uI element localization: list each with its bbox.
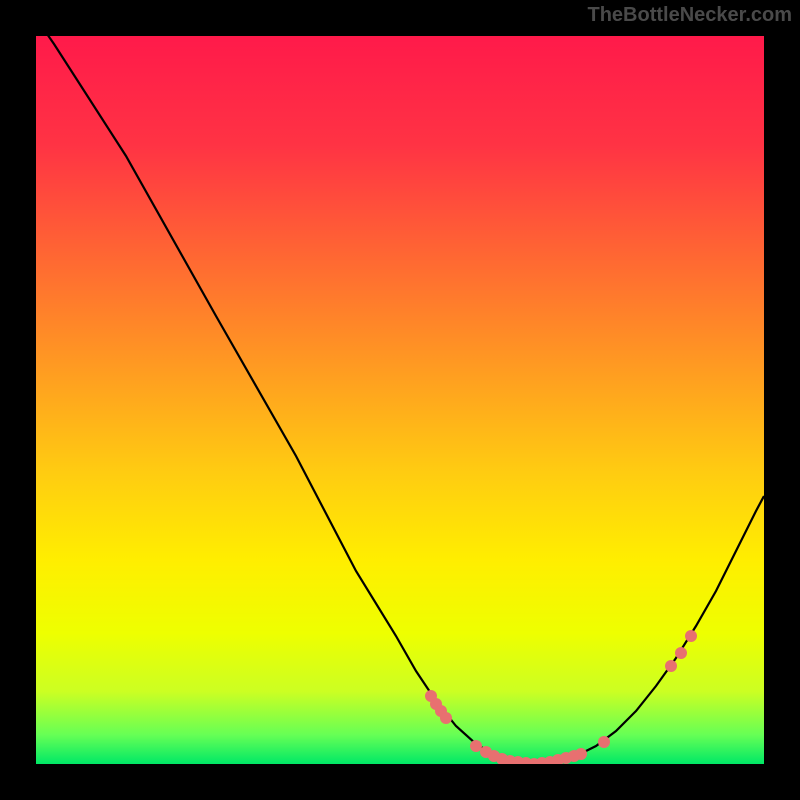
marker-point — [675, 647, 687, 659]
plot-area — [36, 36, 764, 764]
marker-point — [575, 748, 587, 760]
marker-point — [470, 740, 482, 752]
marker-point — [440, 712, 452, 724]
marker-point — [685, 630, 697, 642]
bottleneck-curve — [36, 36, 764, 764]
curve-overlay — [36, 36, 764, 764]
marker-point — [665, 660, 677, 672]
watermark-label: TheBottleNecker.com — [587, 4, 792, 27]
markers-group — [425, 630, 697, 764]
marker-point — [598, 736, 610, 748]
